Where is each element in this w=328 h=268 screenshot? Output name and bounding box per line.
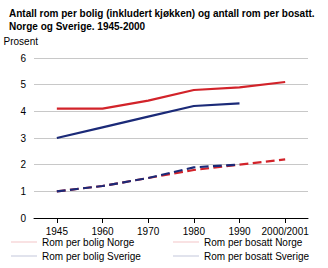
svg-text:1990: 1990 [228,226,251,237]
svg-text:Norge og Sverige. 1945-2000: Norge og Sverige. 1945-2000 [9,21,146,32]
svg-text:Prosent: Prosent [4,36,39,47]
svg-text:1960: 1960 [91,226,114,237]
svg-text:6: 6 [20,53,26,64]
svg-text:0: 0 [20,213,26,224]
svg-text:2: 2 [20,159,26,170]
svg-text:2000/2001: 2000/2001 [262,226,310,237]
svg-text:1980: 1980 [183,226,206,237]
svg-text:1: 1 [20,186,26,197]
svg-text:Rom per bolig Norge: Rom per bolig Norge [42,237,135,248]
svg-text:Rom per bosatt Sverige: Rom per bosatt Sverige [204,251,309,262]
svg-text:3: 3 [20,133,26,144]
svg-text:5: 5 [20,79,26,90]
svg-text:1945: 1945 [46,226,69,237]
svg-text:Rom per bosatt Norge: Rom per bosatt Norge [204,237,303,248]
svg-text:Rom per bolig Sverige: Rom per bolig Sverige [42,251,141,262]
svg-text:Antall rom per bolig (inkluder: Antall rom per bolig (inkludert kjøkken)… [9,8,317,19]
svg-text:1970: 1970 [137,226,160,237]
svg-text:4: 4 [20,106,26,117]
